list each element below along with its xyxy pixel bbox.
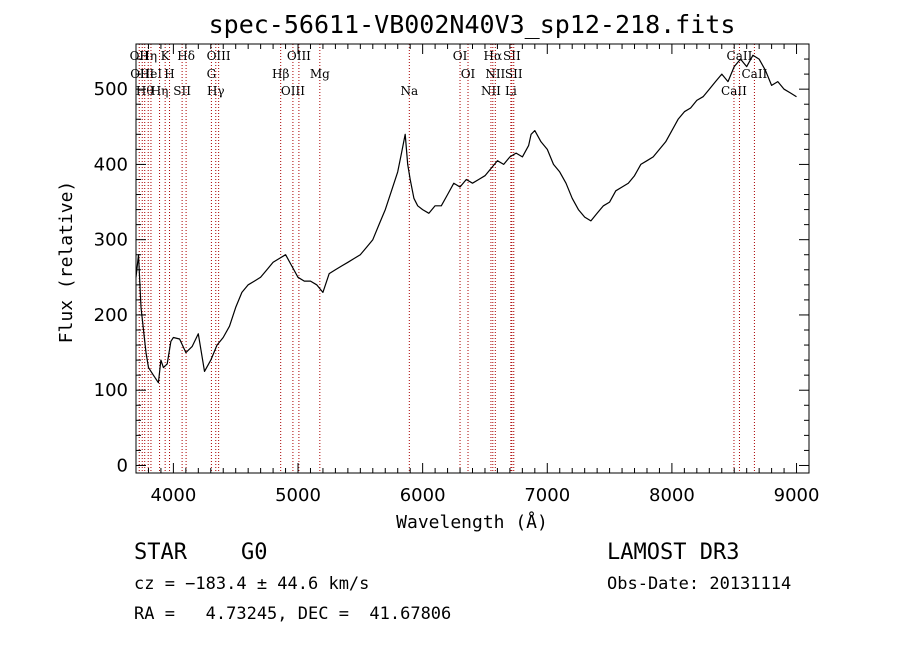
line-label: SII [505, 67, 523, 81]
line-label: Hδ [177, 49, 195, 63]
x-tick-label: 5000 [275, 485, 321, 506]
x-tick-label: 6000 [400, 485, 446, 506]
y-tick-label: 100 [94, 380, 128, 401]
line-label: Hβ [272, 67, 289, 81]
y-tick-label: 500 [94, 79, 128, 100]
line-label: Hα [484, 49, 503, 63]
line-label: SII [503, 49, 521, 63]
line-label: K [161, 49, 171, 63]
line-label: NII [481, 84, 501, 98]
line-label: OI [453, 49, 468, 63]
y-tick-label: 0 [117, 455, 128, 476]
y-axis-label: Flux (relative) [56, 181, 77, 344]
object-subclass: G0 [241, 540, 268, 565]
survey-name: LAMOST DR3 [607, 540, 740, 565]
line-label: Hη [151, 84, 169, 98]
line-label: Na [400, 84, 418, 98]
y-tick-label: 400 [94, 154, 128, 175]
line-label: Hγ [207, 84, 225, 98]
line-label: NII [485, 67, 505, 81]
spectrum-layer [135, 54, 797, 384]
spectral-lines: OIIOIIIHθHηHeIHηKHSIIHδGHγOIIIHβOIIIOIII… [130, 44, 768, 473]
y-tick-label: 200 [94, 305, 128, 326]
redshift-velocity: cz = −183.4 ± 44.6 km/s [134, 574, 370, 594]
line-label: CaII [721, 84, 747, 98]
line-label: OIII [207, 49, 231, 63]
spectrum-line [135, 54, 797, 384]
x-tick-label: 8000 [649, 485, 695, 506]
x-tick-label: 4000 [150, 485, 196, 506]
coordinates: RA = 4.73245, DEC = 41.67806 [134, 604, 452, 624]
line-label: CaII [741, 67, 767, 81]
line-label: Hη [139, 49, 157, 63]
plot-frame [135, 43, 810, 474]
x-tick-label: 7000 [524, 485, 570, 506]
line-label: OI [461, 67, 476, 81]
line-label: SII [173, 84, 191, 98]
line-label: HeI [140, 67, 163, 81]
chart-title: spec-56611-VB002N40V3_sp12-218.fits [209, 10, 736, 39]
line-label: CaII [727, 49, 753, 63]
line-label: Mg [310, 67, 330, 81]
line-label: G [207, 67, 217, 81]
line-label: H [164, 67, 174, 81]
observation-date: Obs-Date: 20131114 [607, 574, 792, 594]
axis-ticks: 4000 5000 6000 7000 8000 9000 0 100 200 300 400 500 [94, 44, 820, 506]
x-axis-label: Wavelength (Å) [396, 511, 548, 533]
line-label: OIII [287, 49, 311, 63]
object-class: STAR [134, 540, 187, 565]
line-label: Li [505, 84, 517, 98]
line-label: OIII [281, 84, 305, 98]
x-tick-label: 9000 [774, 485, 820, 506]
line-label: Hθ [136, 84, 154, 98]
y-tick-label: 300 [94, 230, 128, 251]
